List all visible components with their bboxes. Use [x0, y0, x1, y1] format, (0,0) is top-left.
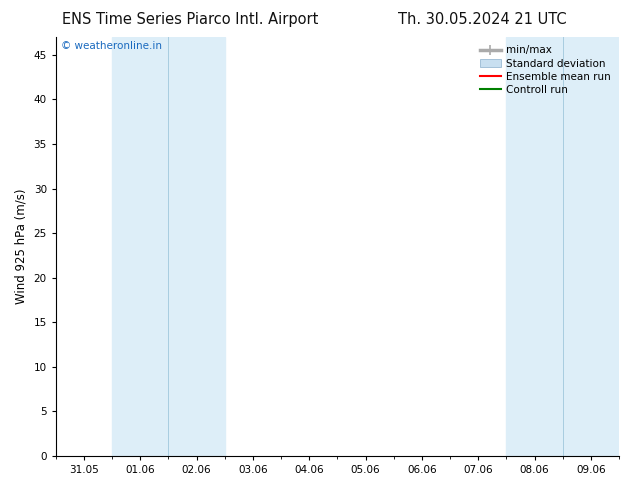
Y-axis label: Wind 925 hPa (m/s): Wind 925 hPa (m/s)	[15, 189, 28, 304]
Text: ENS Time Series Piarco Intl. Airport: ENS Time Series Piarco Intl. Airport	[62, 12, 318, 27]
Bar	[169, 37, 225, 456]
Legend: min/max, Standard deviation, Ensemble mean run, Controll run: min/max, Standard deviation, Ensemble me…	[477, 42, 614, 98]
Bar	[563, 37, 619, 456]
Bar	[112, 37, 169, 456]
Text: © weatheronline.in: © weatheronline.in	[61, 41, 162, 51]
Text: Th. 30.05.2024 21 UTC: Th. 30.05.2024 21 UTC	[398, 12, 566, 27]
Bar	[507, 37, 563, 456]
